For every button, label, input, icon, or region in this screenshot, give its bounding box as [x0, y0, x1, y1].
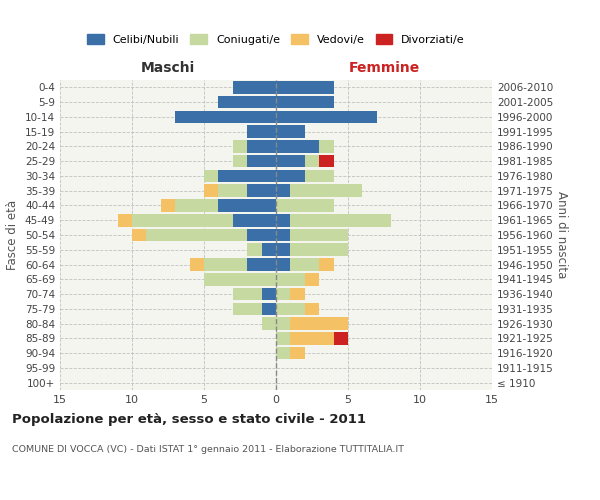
- Bar: [247, 155, 276, 168]
- Bar: [276, 273, 305, 285]
- Bar: [247, 184, 276, 197]
- Text: Popolazione per età, sesso e stato civile - 2011: Popolazione per età, sesso e stato civil…: [12, 412, 366, 426]
- Bar: [247, 140, 276, 152]
- Bar: [305, 302, 319, 315]
- Bar: [305, 155, 319, 168]
- Bar: [175, 199, 218, 212]
- Bar: [276, 228, 290, 241]
- Bar: [262, 244, 276, 256]
- Bar: [276, 288, 290, 300]
- Bar: [305, 273, 319, 285]
- Bar: [276, 81, 334, 94]
- Bar: [319, 140, 334, 152]
- Bar: [319, 258, 334, 271]
- Bar: [276, 318, 290, 330]
- Y-axis label: Fasce di età: Fasce di età: [7, 200, 19, 270]
- Bar: [276, 199, 334, 212]
- Bar: [218, 96, 276, 108]
- Bar: [276, 347, 290, 360]
- Bar: [290, 288, 305, 300]
- Bar: [305, 170, 334, 182]
- Bar: [276, 332, 290, 344]
- Bar: [276, 244, 290, 256]
- Bar: [146, 228, 247, 241]
- Bar: [262, 288, 276, 300]
- Bar: [290, 214, 391, 226]
- Bar: [233, 81, 276, 94]
- Bar: [247, 244, 262, 256]
- Bar: [290, 332, 334, 344]
- Bar: [247, 126, 276, 138]
- Bar: [132, 228, 146, 241]
- Text: Maschi: Maschi: [141, 61, 195, 75]
- Bar: [276, 184, 290, 197]
- Bar: [132, 214, 233, 226]
- Bar: [204, 273, 276, 285]
- Bar: [276, 110, 377, 123]
- Bar: [204, 170, 218, 182]
- Bar: [262, 302, 276, 315]
- Bar: [276, 258, 290, 271]
- Bar: [218, 184, 247, 197]
- Bar: [276, 96, 334, 108]
- Bar: [218, 170, 276, 182]
- Legend: Celibi/Nubili, Coniugati/e, Vedovi/e, Divorziati/e: Celibi/Nubili, Coniugati/e, Vedovi/e, Di…: [83, 30, 469, 50]
- Bar: [319, 155, 334, 168]
- Bar: [276, 170, 305, 182]
- Bar: [204, 258, 247, 271]
- Bar: [334, 332, 348, 344]
- Bar: [190, 258, 204, 271]
- Bar: [233, 288, 262, 300]
- Y-axis label: Anni di nascita: Anni di nascita: [554, 192, 568, 278]
- Bar: [276, 302, 305, 315]
- Bar: [118, 214, 132, 226]
- Bar: [204, 184, 218, 197]
- Text: Femmine: Femmine: [349, 61, 419, 75]
- Bar: [233, 214, 276, 226]
- Bar: [290, 184, 362, 197]
- Bar: [276, 214, 290, 226]
- Bar: [247, 228, 276, 241]
- Bar: [218, 199, 276, 212]
- Bar: [262, 318, 276, 330]
- Bar: [290, 228, 348, 241]
- Bar: [276, 126, 305, 138]
- Text: COMUNE DI VOCCA (VC) - Dati ISTAT 1° gennaio 2011 - Elaborazione TUTTITALIA.IT: COMUNE DI VOCCA (VC) - Dati ISTAT 1° gen…: [12, 445, 404, 454]
- Bar: [233, 155, 247, 168]
- Bar: [161, 199, 175, 212]
- Bar: [290, 347, 305, 360]
- Bar: [233, 140, 247, 152]
- Bar: [290, 244, 348, 256]
- Bar: [233, 302, 262, 315]
- Bar: [175, 110, 276, 123]
- Bar: [290, 258, 319, 271]
- Bar: [276, 140, 319, 152]
- Bar: [276, 155, 305, 168]
- Bar: [290, 318, 348, 330]
- Bar: [247, 258, 276, 271]
